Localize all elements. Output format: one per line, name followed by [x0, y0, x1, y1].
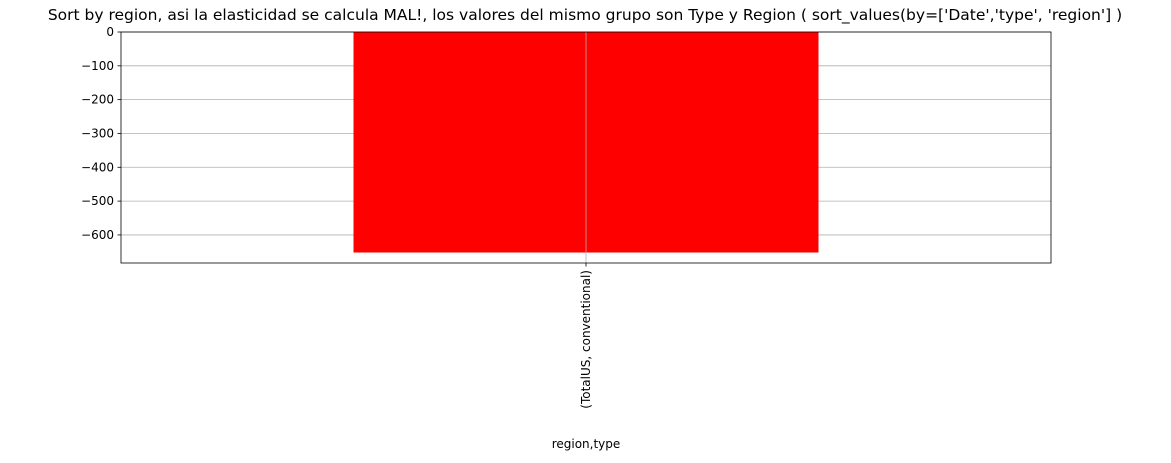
chart-title: Sort by region, asi la elasticidad se ca…: [48, 6, 1122, 25]
y-tick-label: −400: [81, 160, 114, 174]
x-axis: (TotalUS, conventional): [579, 263, 593, 409]
y-tick-label: −500: [81, 194, 114, 208]
y-tick-label: −600: [81, 228, 114, 242]
y-axis: 0 −100 −200 −300 −400 −500 −600: [81, 25, 121, 242]
x-axis-title: region,type: [552, 437, 621, 451]
y-tick-label: −100: [81, 59, 114, 73]
y-tick-label: 0: [106, 25, 114, 39]
y-tick-label: −300: [81, 126, 114, 140]
y-tick-label: −200: [81, 93, 114, 107]
x-tick-label: (TotalUS, conventional): [579, 270, 593, 409]
